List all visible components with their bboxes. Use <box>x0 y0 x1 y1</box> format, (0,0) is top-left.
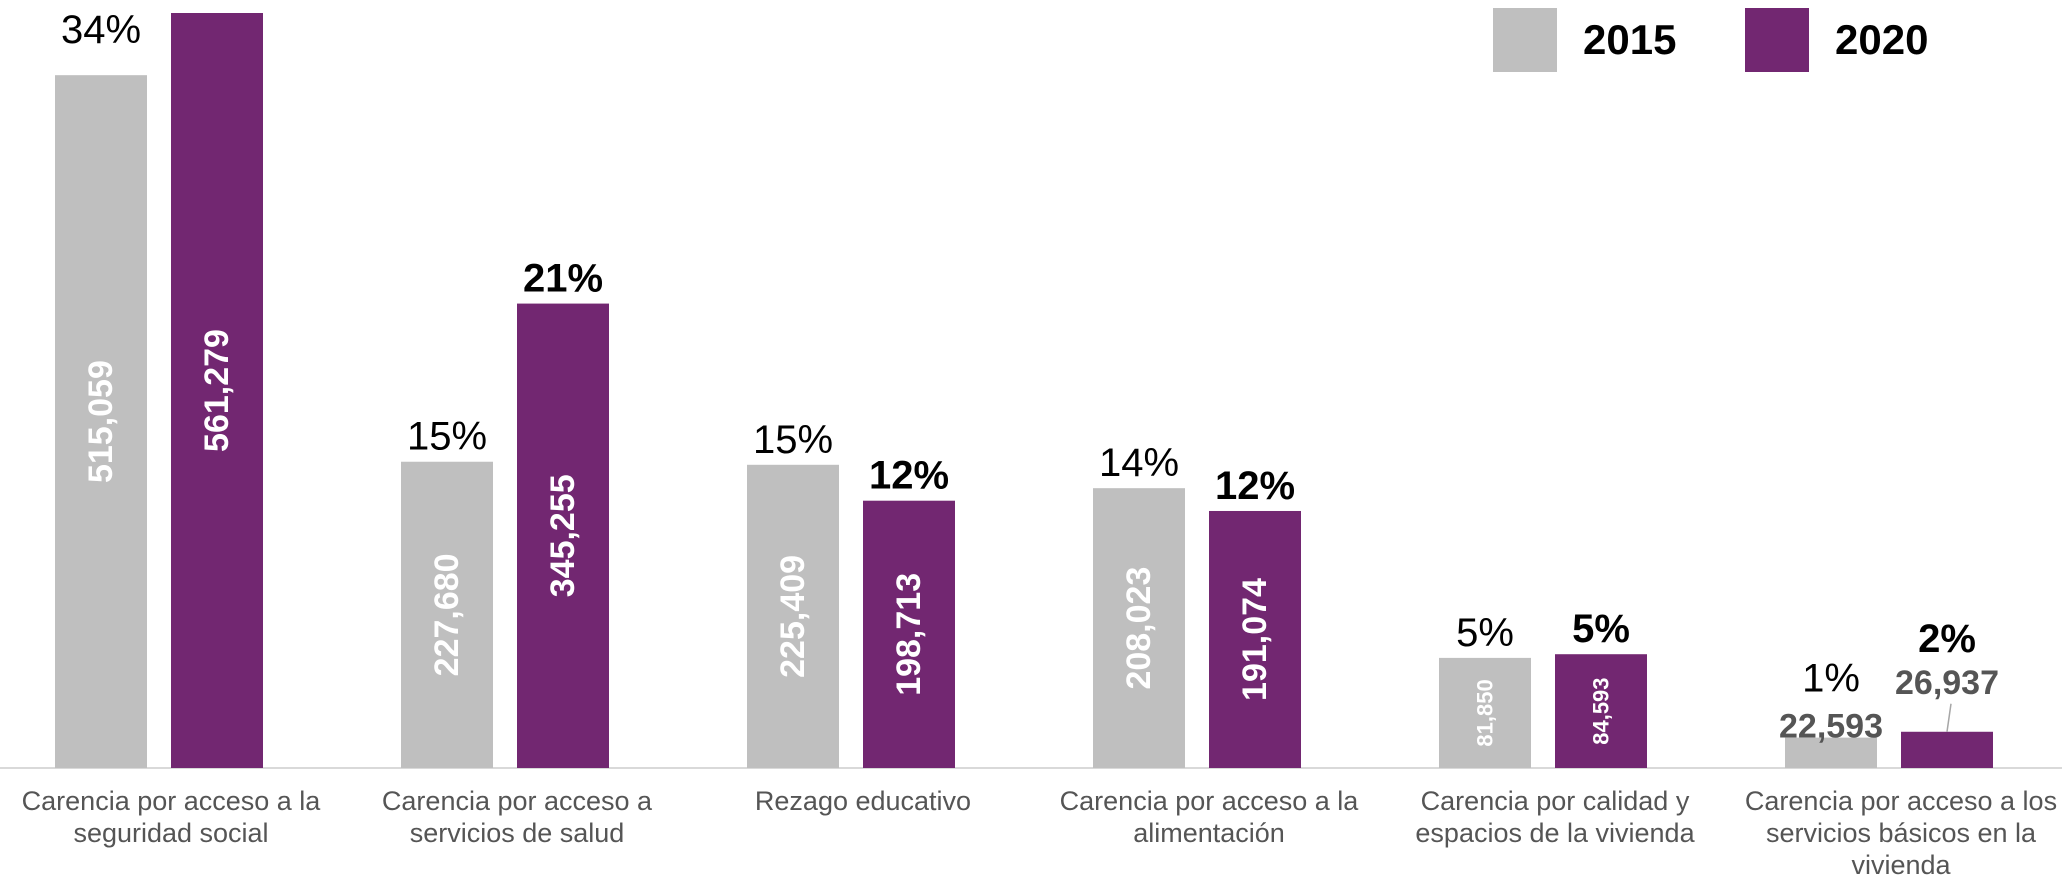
percent-label-2020-3: 12% <box>1215 464 1295 508</box>
legend-label-2020: 2020 <box>1835 16 1929 63</box>
value-label-2020-0: 561,279 <box>198 329 236 452</box>
value-label-2020-3: 191,074 <box>1236 578 1274 701</box>
category-label-4: Carencia por calidad y espacios de la vi… <box>1415 786 1695 848</box>
bar-2015-2 <box>747 464 839 768</box>
value-label-2020-4: 84,593 <box>1589 677 1614 744</box>
value-label-2020-2: 198,713 <box>890 573 928 696</box>
legend-2020: 2020 <box>1745 8 1928 72</box>
bar-2020-5 <box>1901 731 1993 768</box>
category-label-3: Carencia por acceso a la alimentación <box>1059 786 1359 848</box>
bar-2020-1 <box>517 303 609 768</box>
category-label-5: Carencia por acceso a los servicios bási… <box>1744 786 2058 880</box>
value-label-2015-1: 227,680 <box>428 553 466 676</box>
bar-2020-0 <box>171 13 263 768</box>
bar-2015-4 <box>1439 657 1531 768</box>
bar-2015-0 <box>55 75 147 768</box>
value-label-2020-5: 26,937 <box>1895 664 1999 702</box>
percent-label-2020-4: 5% <box>1572 607 1630 651</box>
category-label-0: Carencia por acceso a la seguridad socia… <box>21 786 321 848</box>
legend-swatch-2020 <box>1745 8 1809 72</box>
percent-label-2020-1: 21% <box>523 257 603 301</box>
percent-label-2020-5: 2% <box>1918 617 1976 661</box>
legend-swatch-2015 <box>1493 8 1557 72</box>
leader-line-2020-5 <box>1946 703 1952 732</box>
category-label-2: Rezago educativo <box>754 786 972 816</box>
value-label-2015-0: 515,059 <box>82 360 120 483</box>
value-label-2015-4: 81,850 <box>1473 679 1498 746</box>
percent-label-2015-2: 15% <box>753 418 833 462</box>
percent-label-2015-0: 34% <box>61 8 141 52</box>
percent-label-2015-5: 1% <box>1802 657 1860 701</box>
bar-2015-5 <box>1785 737 1877 768</box>
value-label-2015-2: 225,409 <box>774 555 812 678</box>
bar-2020-3 <box>1209 510 1301 768</box>
legend-label-2015: 2015 <box>1583 16 1677 63</box>
value-label-2020-1: 345,255 <box>544 474 582 597</box>
category-label-1: Carencia por acceso a servicios de salud <box>381 786 653 848</box>
value-label-2015-3: 208,023 <box>1120 567 1158 690</box>
bar-2015-3 <box>1093 488 1185 768</box>
bar-2015-1 <box>401 461 493 768</box>
bar-2020-4 <box>1555 654 1647 768</box>
legend-2015: 2015 <box>1493 8 1676 72</box>
value-label-2015-5: 22,593 <box>1779 708 1883 746</box>
percent-label-2015-4: 5% <box>1456 611 1514 655</box>
bar-2020-2 <box>863 500 955 768</box>
percent-label-2020-2: 12% <box>869 454 949 498</box>
percent-label-2015-3: 14% <box>1099 441 1179 485</box>
percent-label-2015-1: 15% <box>407 415 487 459</box>
